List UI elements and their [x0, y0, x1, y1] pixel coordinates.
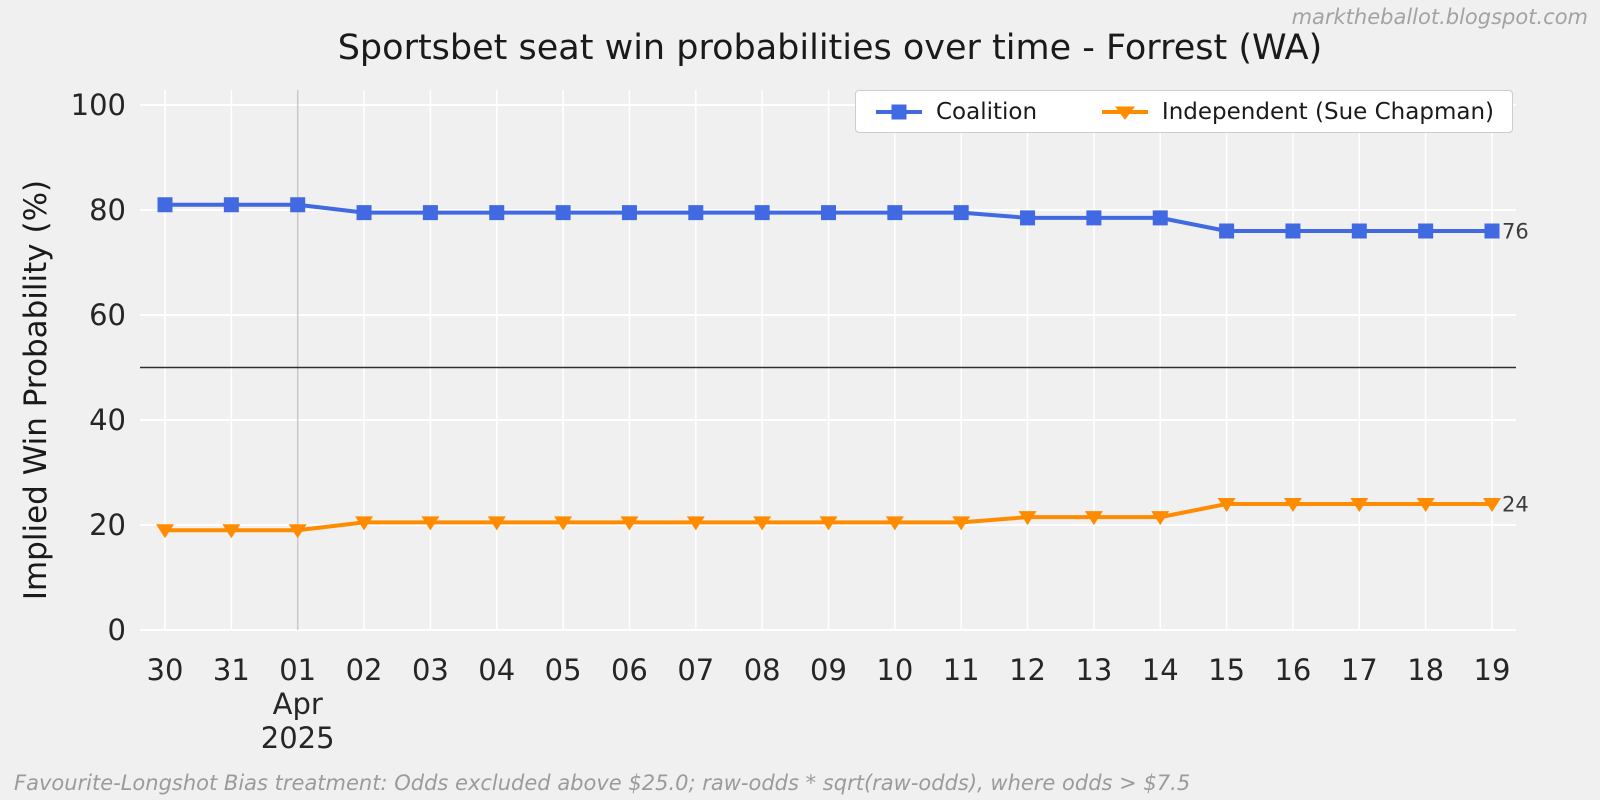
data-marker-square — [489, 205, 505, 221]
data-marker-triangle-down — [1350, 498, 1369, 512]
x-tick-label: 10 — [876, 653, 913, 687]
data-marker-triangle-down — [1151, 511, 1170, 526]
x-tick-label: 12 — [1009, 653, 1046, 687]
data-marker-square — [1351, 223, 1367, 239]
y-tick-label: 40 — [89, 403, 126, 437]
footnote-bias-treatment: Favourite-Longshot Bias treatment: Odds … — [14, 771, 1191, 795]
y-axis-label: Implied Win Probability (%) — [18, 179, 54, 601]
data-marker-square — [1418, 223, 1434, 239]
data-marker-triangle-down — [1084, 511, 1103, 526]
data-marker-triangle-down — [1217, 498, 1236, 512]
data-marker-triangle-down — [222, 524, 241, 539]
legend-entry-independent: Independent (Sue Chapman) — [1100, 99, 1494, 125]
data-marker-square — [223, 197, 239, 213]
x-tick-label: 09 — [810, 653, 847, 687]
data-marker-square — [754, 205, 770, 221]
x-tick-label: 02 — [346, 653, 383, 687]
data-marker-square — [356, 205, 372, 221]
data-marker-square — [1020, 210, 1036, 226]
data-marker-triangle-down — [355, 516, 374, 531]
data-marker-square — [290, 197, 306, 213]
data-marker-triangle-down — [885, 516, 904, 531]
x-tick-label: 05 — [545, 653, 582, 687]
x-tick-label: 15 — [1208, 653, 1245, 687]
y-tick-label: 0 — [108, 613, 126, 647]
x-tick-label: 30 — [147, 653, 184, 687]
data-marker-triangle-down — [952, 516, 971, 531]
x-tick-label: 17 — [1341, 653, 1378, 687]
data-marker-triangle-down — [554, 516, 573, 531]
x-tick-label: 07 — [677, 653, 714, 687]
data-marker-triangle-down — [288, 524, 307, 539]
data-marker-triangle-down — [819, 516, 838, 531]
data-marker-triangle-down — [620, 516, 639, 531]
legend-label-independent: Independent (Sue Chapman) — [1161, 98, 1494, 125]
x-axis-sub-label: Apr — [273, 687, 323, 721]
data-marker-square — [157, 197, 173, 213]
y-tick-label: 20 — [89, 508, 126, 542]
independent-triangle-marker-icon — [1101, 106, 1148, 120]
data-marker-triangle-down — [156, 524, 174, 539]
x-tick-label: 01 — [279, 653, 316, 687]
series-end-value-label: 24 — [1502, 492, 1529, 516]
x-tick-label: 14 — [1142, 653, 1179, 687]
data-marker-square — [422, 205, 438, 221]
series-end-value-label: 76 — [1502, 219, 1529, 243]
data-marker-triangle-down — [1483, 498, 1501, 512]
x-tick-label: 08 — [744, 653, 781, 687]
data-marker-square — [1219, 223, 1235, 239]
x-tick-label: 04 — [478, 653, 515, 687]
coalition-square-marker-icon — [876, 104, 922, 119]
y-tick-label: 60 — [89, 298, 126, 332]
data-marker-square — [1285, 223, 1301, 239]
x-axis-sub-label: 2025 — [261, 721, 335, 755]
data-marker-triangle-down — [1283, 498, 1302, 512]
x-tick-label: 11 — [943, 653, 980, 687]
x-tick-label: 31 — [213, 653, 250, 687]
x-tick-label: 19 — [1474, 653, 1511, 687]
data-marker-triangle-down — [753, 516, 772, 531]
legend-entry-coalition: Coalition — [874, 99, 1037, 125]
data-marker-triangle-down — [1416, 498, 1435, 512]
data-marker-triangle-down — [487, 516, 506, 531]
data-marker-square — [688, 205, 704, 221]
data-marker-triangle-down — [686, 516, 705, 531]
x-tick-label: 06 — [611, 653, 648, 687]
x-tick-label: 13 — [1075, 653, 1112, 687]
data-marker-square — [621, 205, 637, 221]
watermark: marktheballot.blogspot.com — [1291, 5, 1588, 29]
legend: Coalition Independent (Sue Chapman) — [855, 90, 1513, 133]
y-tick-label: 80 — [89, 193, 126, 227]
legend-label-coalition: Coalition — [936, 98, 1038, 125]
x-tick-label: 03 — [412, 653, 449, 687]
data-marker-square — [1152, 210, 1168, 226]
data-marker-square — [555, 205, 571, 221]
x-tick-label: 18 — [1407, 653, 1444, 687]
data-marker-square — [887, 205, 903, 221]
chart-title: Sportsbet seat win probabilities over ti… — [337, 28, 1323, 68]
data-marker-triangle-down — [421, 516, 440, 531]
data-marker-square — [1086, 210, 1102, 226]
data-marker-square — [1484, 223, 1500, 239]
data-marker-square — [821, 205, 836, 221]
data-marker-triangle-down — [1018, 511, 1037, 526]
y-tick-label: 100 — [71, 88, 126, 122]
data-marker-square — [953, 205, 969, 221]
x-tick-label: 16 — [1274, 653, 1311, 687]
